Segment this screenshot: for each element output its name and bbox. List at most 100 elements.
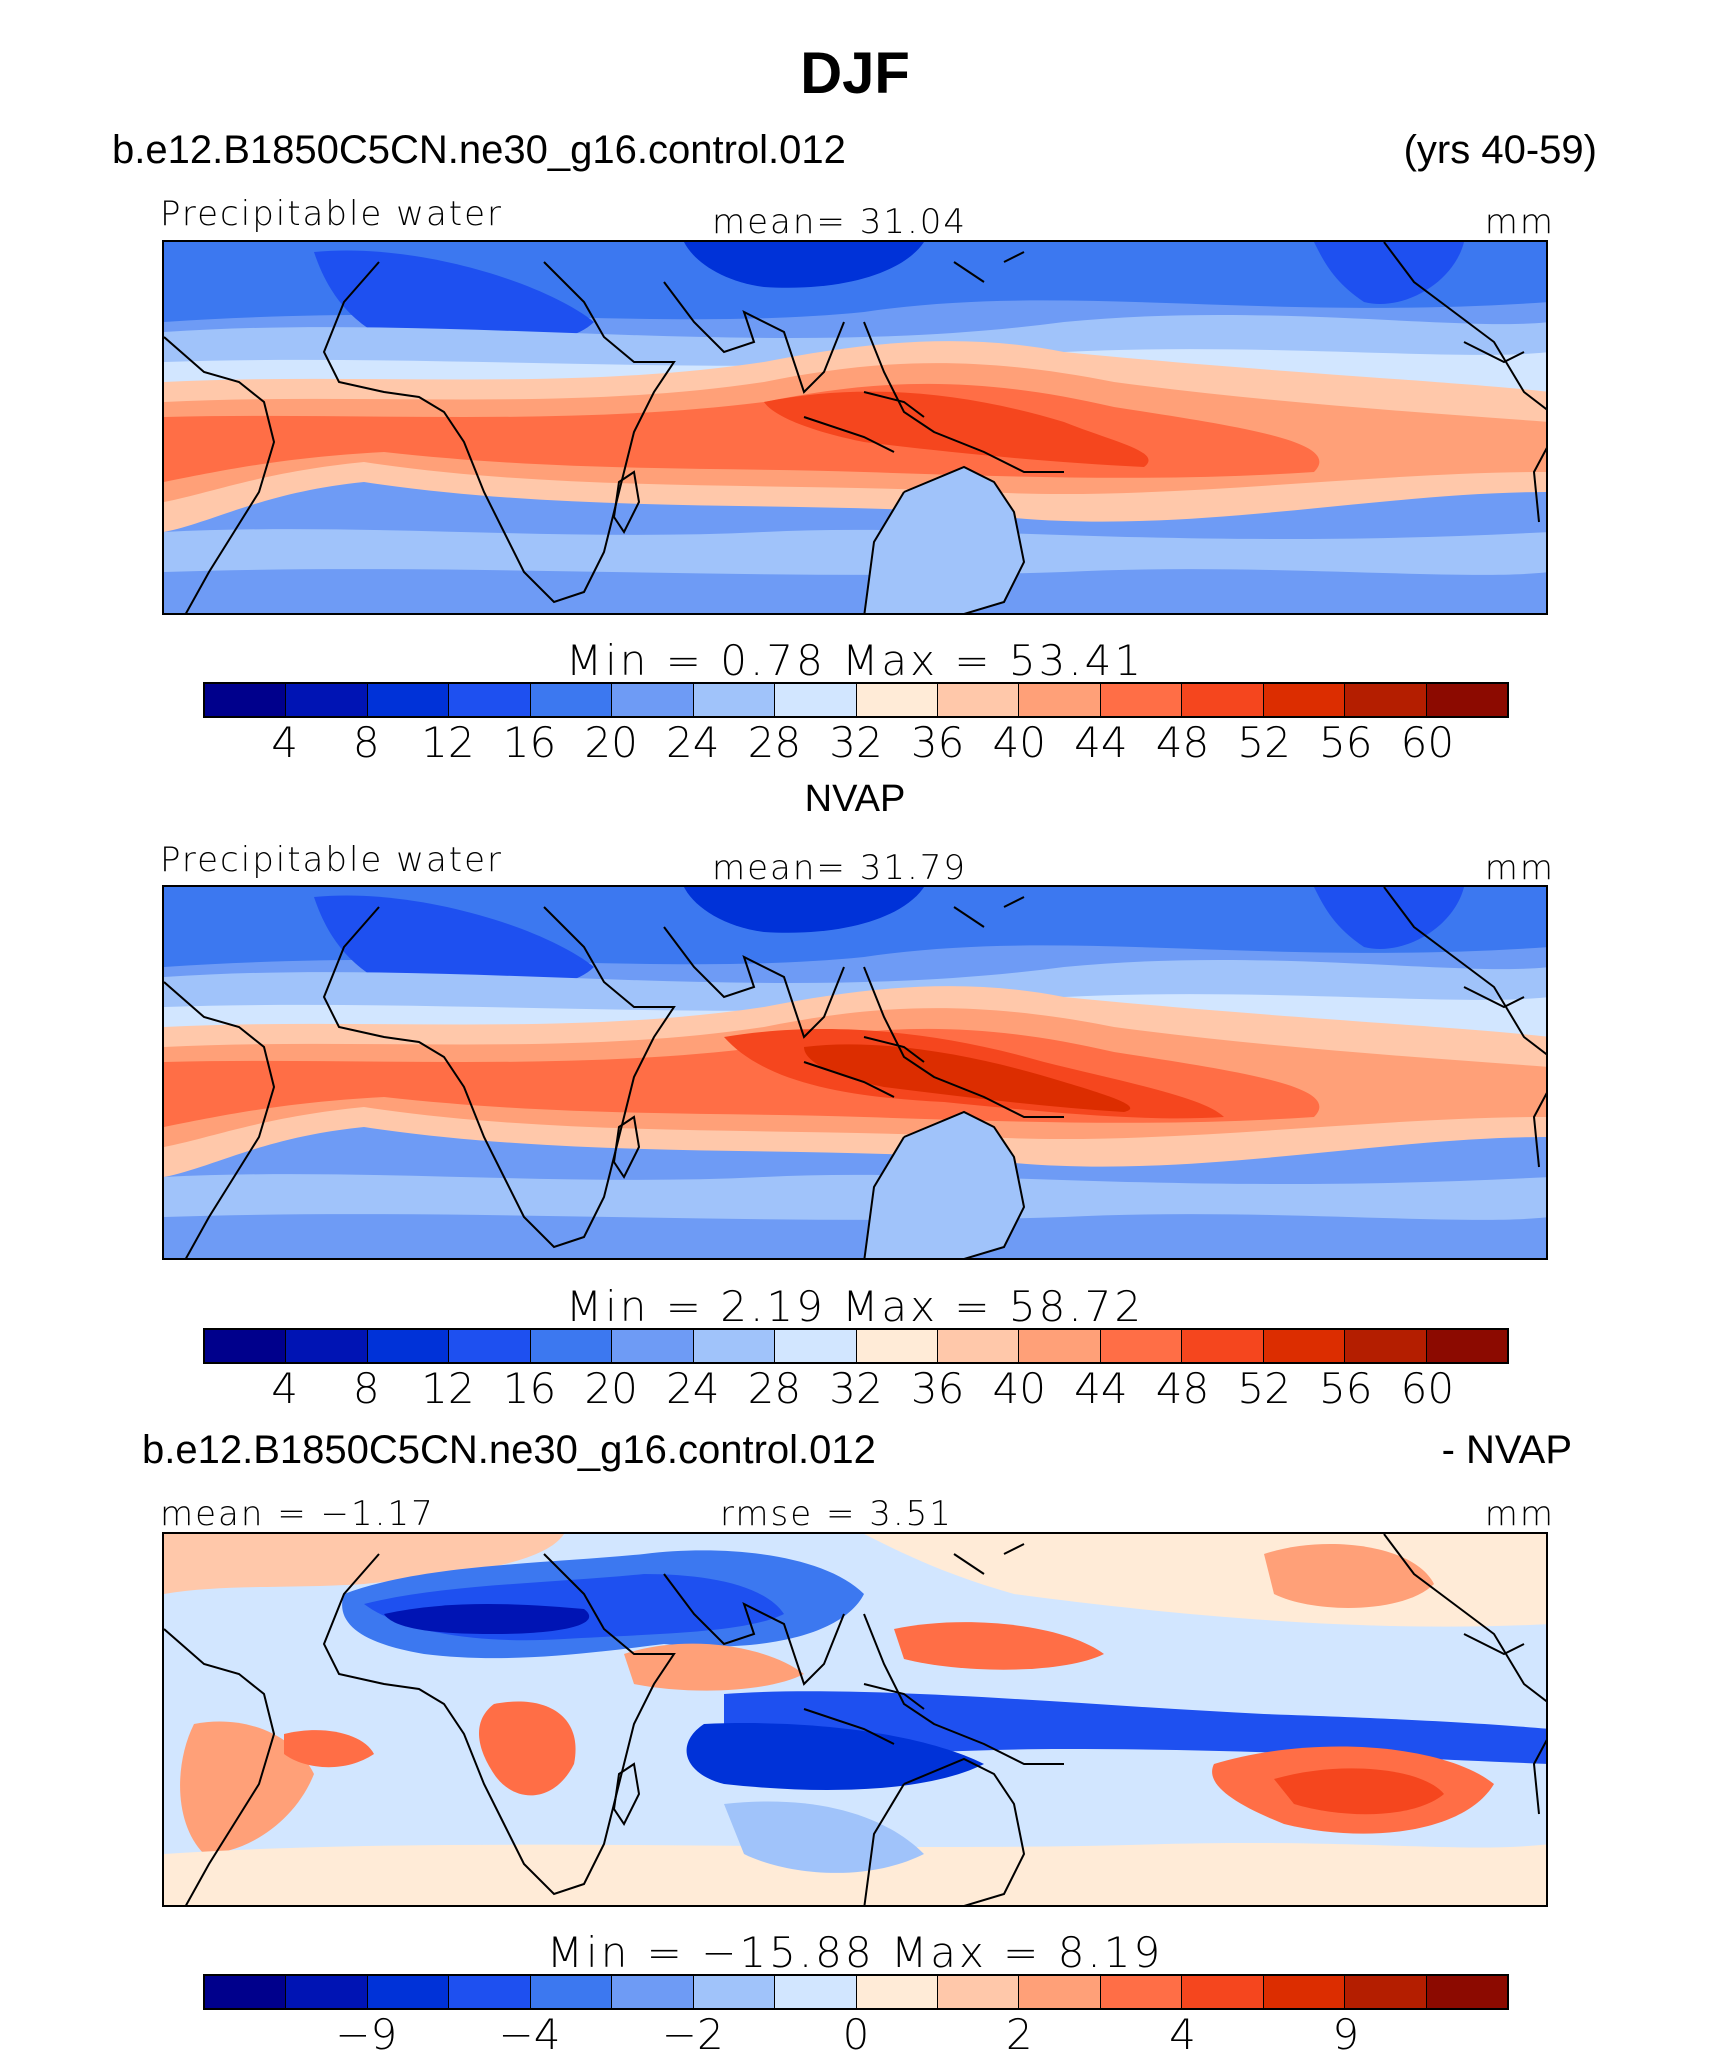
- colorbar-tick-label: 28: [747, 1364, 802, 1413]
- colorbar-swatch: [286, 1976, 368, 2008]
- colorbar-swatch: [286, 684, 368, 716]
- colorbar-tick-label: 16: [502, 718, 557, 767]
- colorbar-swatch: [205, 1976, 287, 2008]
- panel3-rmse-label: rmse = 3.51: [720, 1494, 953, 1534]
- colorbar-tick-label: 40: [992, 1364, 1046, 1413]
- panel1-colorbar: [203, 682, 1509, 718]
- colorbar-swatch: [612, 1330, 694, 1362]
- colorbar-swatch: [612, 1976, 694, 2008]
- colorbar-swatch: [1019, 1330, 1101, 1362]
- colorbar-swatch: [1345, 684, 1427, 716]
- colorbar-swatch: [530, 684, 613, 716]
- colorbar-swatch: [1263, 1330, 1346, 1362]
- colorbar-swatch: [937, 1976, 1020, 2008]
- colorbar-tick-label: 4: [271, 718, 298, 767]
- panel2-variable-label: Precipitable water: [160, 840, 504, 880]
- colorbar-swatch: [937, 1330, 1020, 1362]
- colorbar-tick-label: −4: [498, 2010, 561, 2059]
- colorbar-swatch: [693, 1330, 776, 1362]
- colorbar-swatch: [1182, 1330, 1264, 1362]
- colorbar-swatch: [693, 684, 776, 716]
- colorbar-tick-label: −9: [335, 2010, 398, 2059]
- colorbar-tick-label: 8: [352, 718, 380, 767]
- colorbar-swatch: [530, 1330, 613, 1362]
- panel3-colorbar: [203, 1974, 1509, 2010]
- colorbar-tick-label: 28: [747, 718, 802, 767]
- colorbar-swatch: [775, 1976, 857, 2008]
- colorbar-tick-label: 60: [1400, 1364, 1455, 1413]
- colorbar-tick-label: 4: [1169, 2010, 1196, 2059]
- colorbar-swatch: [449, 684, 531, 716]
- panel2-colorbar: [203, 1328, 1509, 1364]
- colorbar-tick-label: 24: [666, 718, 720, 767]
- colorbar-swatch: [1182, 684, 1264, 716]
- figure-title: DJF: [800, 41, 910, 106]
- panel3-units-label: mm: [1484, 1494, 1555, 1534]
- colorbar-tick-label: 52: [1237, 718, 1291, 767]
- colorbar-tick-label: 16: [502, 1364, 557, 1413]
- panel3-title-right: - NVAP: [1441, 1428, 1572, 1472]
- panel1-minmax: Min = 0.78 Max = 53.41: [565, 636, 1145, 685]
- colorbar-tick-label: 4: [271, 1364, 298, 1413]
- panel2-units-label: mm: [1484, 848, 1555, 888]
- colorbar-tick-label: 48: [1155, 718, 1210, 767]
- colorbar-swatch: [1100, 1976, 1183, 2008]
- colorbar-swatch: [1345, 1976, 1427, 2008]
- colorbar-swatch: [775, 1330, 857, 1362]
- panel1-mean-label: mean= 31.04: [712, 202, 968, 242]
- colorbar-tick-label: 20: [584, 718, 638, 767]
- colorbar-swatch: [856, 684, 938, 716]
- colorbar-tick-label: 36: [910, 1364, 965, 1413]
- colorbar-tick-label: 60: [1400, 718, 1455, 767]
- colorbar-swatch: [205, 684, 287, 716]
- colorbar-tick-label: 32: [829, 718, 883, 767]
- colorbar-swatch: [530, 1976, 613, 2008]
- colorbar-swatch: [367, 1330, 450, 1362]
- colorbar-swatch: [449, 1330, 531, 1362]
- colorbar-tick-label: 52: [1237, 1364, 1291, 1413]
- panel3-mean-label: mean = −1.17: [160, 1494, 435, 1534]
- colorbar-tick-label: 32: [829, 1364, 883, 1413]
- colorbar-swatch: [1019, 684, 1101, 716]
- years-label: (yrs 40-59): [1403, 128, 1597, 172]
- colorbar-swatch: [449, 1976, 531, 2008]
- colorbar-swatch: [1019, 1976, 1101, 2008]
- colorbar-tick-label: 12: [421, 718, 475, 767]
- panel2-title: NVAP: [804, 778, 906, 820]
- colorbar-tick-label: −2: [661, 2010, 724, 2059]
- panel1-units-label: mm: [1484, 202, 1555, 242]
- panel3-minmax: Min = −15.88 Max = 8.19: [546, 1928, 1164, 1977]
- colorbar-swatch: [1100, 1330, 1183, 1362]
- colorbar-tick-label: 9: [1332, 2010, 1360, 2059]
- colorbar-swatch: [1426, 1330, 1507, 1362]
- panel3-map: [162, 1532, 1548, 1907]
- colorbar-swatch: [205, 1330, 287, 1362]
- colorbar-swatch: [1426, 684, 1507, 716]
- colorbar-swatch: [1263, 684, 1346, 716]
- panel2-minmax: Min = 2.19 Max = 58.72: [565, 1282, 1145, 1331]
- colorbar-tick-label: 44: [1074, 1364, 1128, 1413]
- colorbar-swatch: [612, 684, 694, 716]
- colorbar-swatch: [1100, 684, 1183, 716]
- colorbar-swatch: [367, 684, 450, 716]
- colorbar-swatch: [856, 1976, 938, 2008]
- panel2-map: [162, 885, 1548, 1260]
- panel1-variable-label: Precipitable water: [160, 194, 504, 234]
- colorbar-tick-label: 0: [842, 2010, 870, 2059]
- colorbar-swatch: [775, 684, 857, 716]
- colorbar-tick-label: 12: [421, 1364, 475, 1413]
- colorbar-swatch: [1182, 1976, 1264, 2008]
- colorbar-tick-label: 40: [992, 718, 1046, 767]
- panel1-map: [162, 240, 1548, 615]
- colorbar-swatch: [1345, 1330, 1427, 1362]
- colorbar-swatch: [856, 1330, 938, 1362]
- colorbar-swatch: [367, 1976, 450, 2008]
- colorbar-tick-label: 24: [666, 1364, 720, 1413]
- colorbar-tick-label: 44: [1074, 718, 1128, 767]
- colorbar-tick-label: 2: [1005, 2010, 1033, 2059]
- panel2-mean-label: mean= 31.79: [712, 848, 968, 888]
- panel3-title-left: b.e12.B1850C5CN.ne30_g16.control.012: [142, 1428, 876, 1472]
- colorbar-tick-label: 56: [1319, 718, 1373, 767]
- colorbar-tick-label: 36: [910, 718, 965, 767]
- colorbar-swatch: [693, 1976, 776, 2008]
